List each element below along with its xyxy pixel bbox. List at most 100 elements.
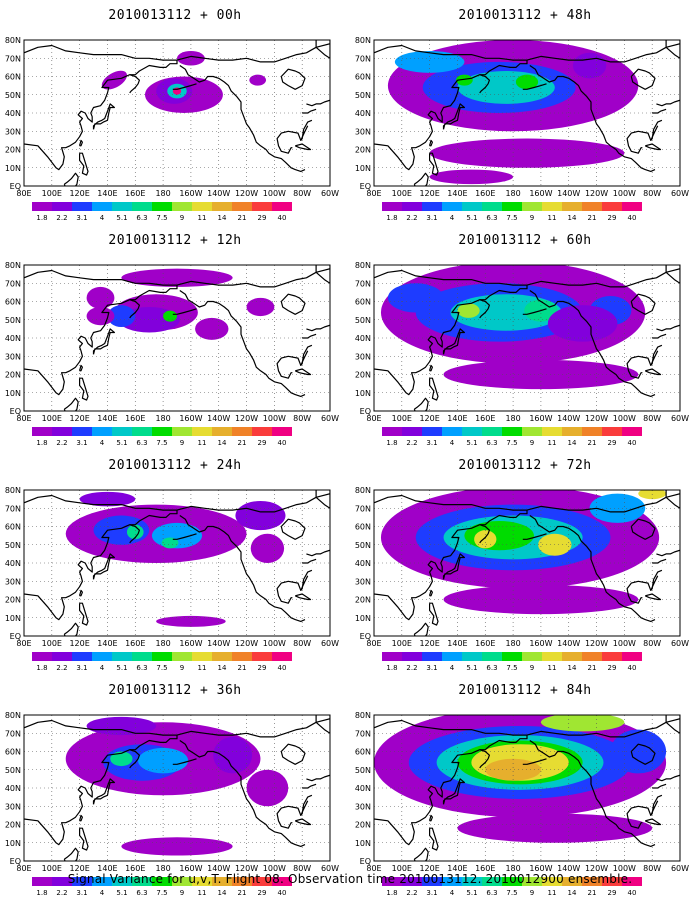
legend-label: 5.1: [466, 439, 477, 447]
variance-contour: [250, 533, 285, 563]
lon-tick-label: 100E: [42, 189, 62, 198]
legend-swatch: [52, 652, 72, 661]
legend-label: 6.3: [136, 214, 147, 222]
variance-contour: [79, 491, 136, 507]
lon-tick-label: 100W: [613, 414, 636, 423]
legend-label: 11: [548, 214, 557, 222]
legend-swatch: [232, 202, 252, 211]
variance-contour: [443, 584, 639, 615]
variance-contour: [107, 305, 136, 328]
coastlines: [374, 715, 680, 861]
legend-label: 5.1: [466, 214, 477, 222]
lat-tick-label: 10N: [5, 614, 21, 623]
legend-swatch: [422, 652, 442, 661]
legend-swatch: [212, 427, 232, 436]
lat-tick-label: 40N: [5, 109, 21, 118]
legend-label: 9: [530, 214, 534, 222]
legend-label: 11: [548, 439, 557, 447]
map-frame: [23, 714, 331, 862]
lon-tick-label: 140W: [207, 864, 230, 873]
legend-label: 21: [588, 439, 597, 447]
lon-tick-label: 160W: [529, 189, 552, 198]
variance-contour: [485, 758, 541, 781]
lon-tick-label: 120W: [235, 189, 258, 198]
legend-label: 4: [100, 439, 105, 447]
legend-swatch: [622, 652, 642, 661]
legend-label: 2.2: [406, 889, 417, 897]
lat-tick-label: 60N: [5, 73, 21, 82]
legend-label: 9: [530, 439, 534, 447]
legend-label: 14: [568, 439, 577, 447]
legend-swatch: [152, 652, 172, 661]
legend-swatch: [272, 877, 292, 886]
lat-tick-label: EQ: [360, 182, 371, 191]
legend-label: 21: [588, 664, 597, 672]
legend-swatch: [622, 427, 642, 436]
color-legend: 1.8 2.2 3.1 4 5.1 6.3 7.5 9 11 14 21 29 40: [32, 652, 292, 672]
lat-tick-label: 80N: [355, 36, 371, 45]
lat-tick-label: EQ: [360, 407, 371, 416]
variance-contour: [156, 615, 226, 627]
legend-label: 4: [100, 889, 105, 897]
legend-swatch: [112, 877, 132, 886]
legend-swatch: [92, 877, 112, 886]
lon-tick-label: 60W: [321, 189, 339, 198]
legend-swatch: [402, 652, 422, 661]
legend-swatch: [192, 652, 212, 661]
legend-swatch: [602, 202, 622, 211]
variance-contour: [86, 306, 115, 326]
coastlines: [374, 490, 680, 636]
lon-tick-label: 100W: [263, 639, 286, 648]
variance-contour: [572, 52, 607, 79]
legend-swatch: [132, 877, 152, 886]
map-frame: [373, 714, 681, 862]
lon-tick-label: 180: [505, 414, 520, 423]
legend-swatch: [622, 202, 642, 211]
variance-contour: [86, 716, 157, 736]
lon-tick-label: 100W: [613, 864, 636, 873]
legend-label: 2.2: [56, 889, 67, 897]
color-legend: 1.8 2.2 3.1 4 5.1 6.3 7.5 9 11 14 21 29 40: [382, 877, 642, 897]
legend-label: 6.3: [136, 889, 147, 897]
lon-tick-label: 120E: [419, 414, 439, 423]
legend-label: 2.2: [56, 664, 67, 672]
lon-tick-label: 160E: [125, 189, 145, 198]
legend-label: 21: [588, 889, 597, 897]
legend-swatch: [442, 427, 462, 436]
legend-swatch: [382, 427, 402, 436]
lon-tick-label: 180: [505, 864, 520, 873]
legend-label: 3.1: [426, 439, 437, 447]
lon-tick-label: 100W: [613, 189, 636, 198]
legend-label: 29: [608, 214, 617, 222]
legend-swatch: [482, 202, 502, 211]
legend-label: 40: [628, 214, 637, 222]
legend-label: 14: [568, 664, 577, 672]
lon-tick-label: 80E: [16, 414, 31, 423]
lat-tick-label: 70N: [355, 729, 371, 738]
lon-tick-label: 60W: [321, 414, 339, 423]
lat-tick-label: 40N: [5, 559, 21, 568]
lon-tick-label: 160E: [125, 864, 145, 873]
lon-tick-label: 100E: [392, 639, 412, 648]
variance-contour: [213, 736, 253, 774]
lat-tick-label: 20N: [5, 371, 21, 380]
lon-tick-label: 80W: [293, 414, 311, 423]
legend-swatch: [152, 427, 172, 436]
variance-contour: [457, 303, 480, 318]
map-frame: [23, 489, 331, 637]
legend-swatch: [462, 877, 482, 886]
legend-label: 7.5: [506, 664, 517, 672]
legend-swatch: [212, 652, 232, 661]
legend-swatch: [522, 652, 542, 661]
legend-swatch: [502, 652, 522, 661]
lat-tick-label: 30N: [355, 127, 371, 136]
coastlines: [24, 490, 330, 636]
lon-tick-label: 180: [155, 639, 170, 648]
variance-contour: [163, 310, 177, 322]
color-legend: 1.8 2.2 3.1 4 5.1 6.3 7.5 9 11 14 21 29 40: [32, 877, 292, 897]
graticule: [374, 490, 680, 636]
lon-tick-label: 160W: [179, 414, 202, 423]
